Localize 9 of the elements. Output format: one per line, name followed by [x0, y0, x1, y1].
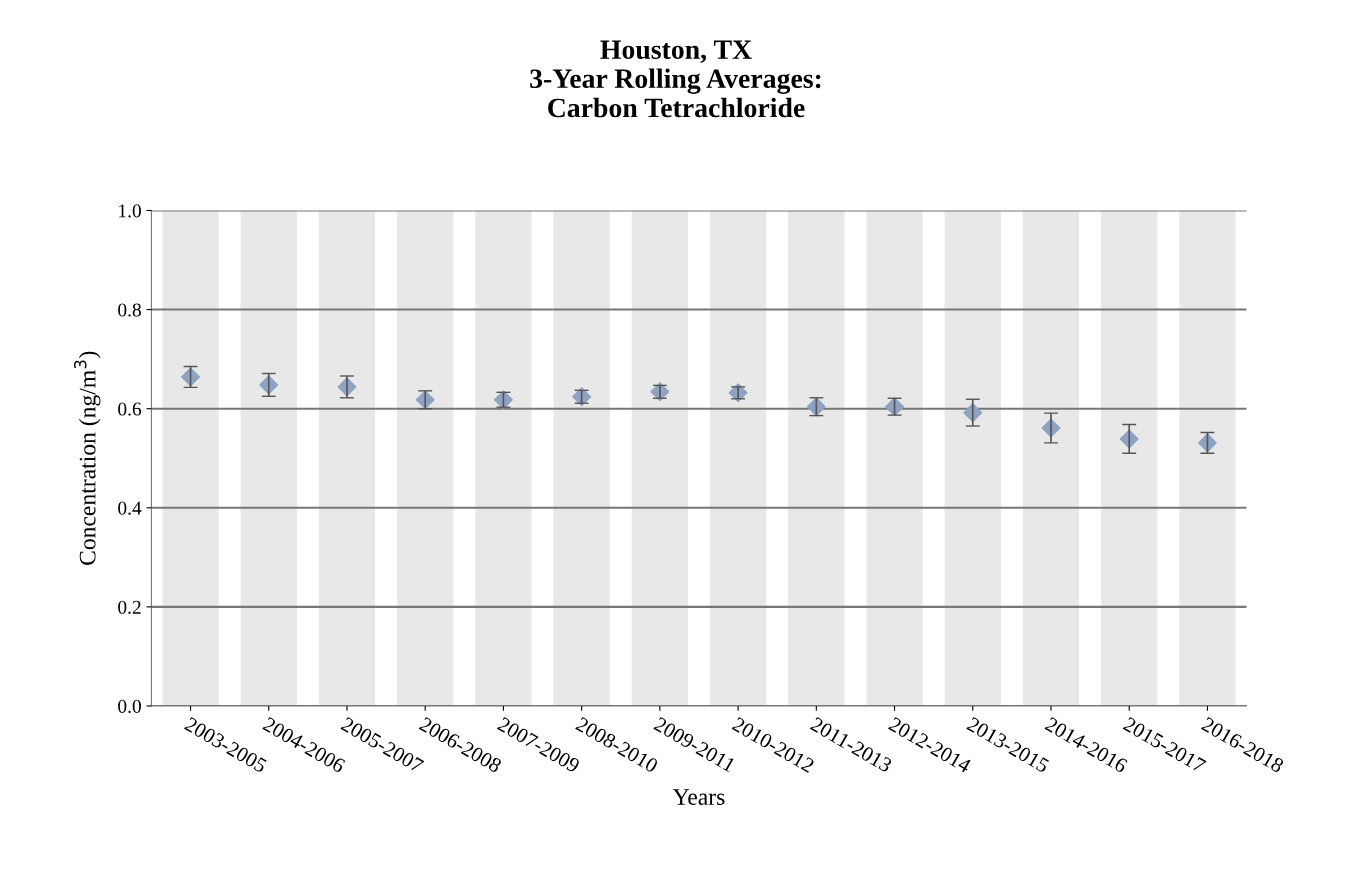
y-axis-title: Concentration (ng/m$^{3}$): [74, 351, 101, 565]
y-tick-label: 0.6: [118, 402, 142, 416]
y-tick-label: 0.2: [118, 600, 141, 614]
x-axis-title: Years: [672, 789, 725, 805]
y-tick-label: 0.8: [118, 303, 141, 317]
chart-title: Houston, TX 3-Year Rolling Averages: Carbon Tetrachloride: [530, 40, 821, 118]
y-tick-label: 0.0: [118, 699, 141, 714]
y-tick-label: 1.0: [119, 204, 141, 218]
y-tick-label: 0.4: [118, 501, 142, 515]
